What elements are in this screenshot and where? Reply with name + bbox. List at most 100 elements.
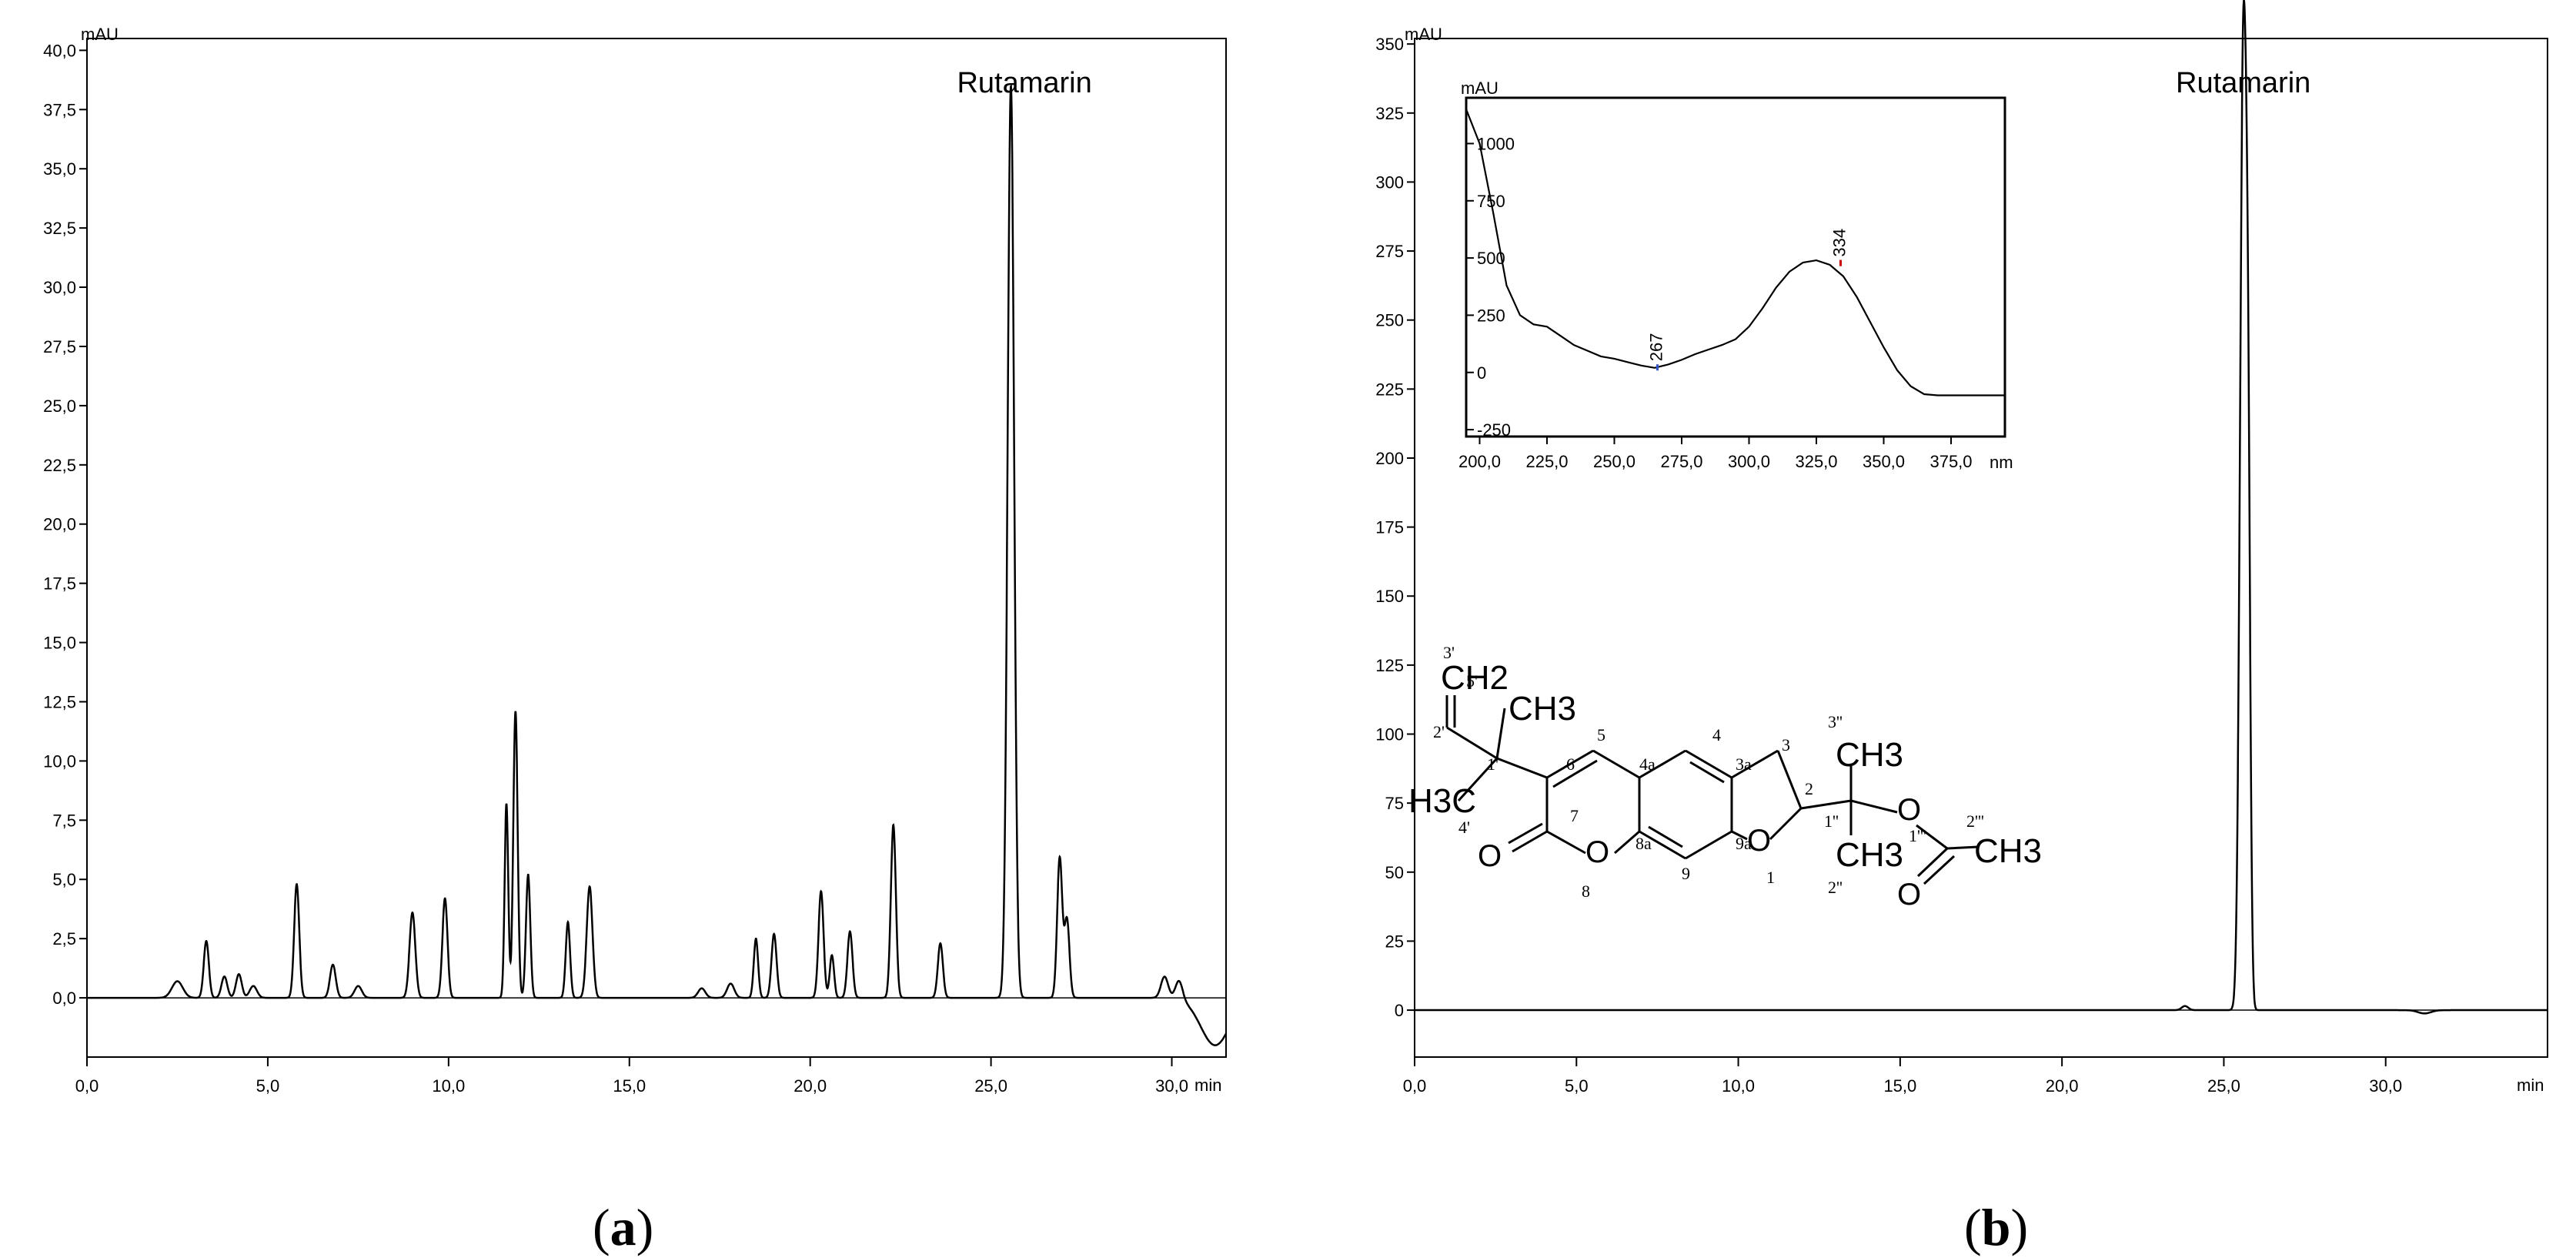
chart-b-y-tick-label: 100 <box>1375 725 1404 744</box>
chart-b-y-unit: mAU <box>1405 25 1442 44</box>
chart-a-y-tick-label: 40,0 <box>43 41 76 60</box>
chart-b-x-tick-label: 25,0 <box>2207 1076 2240 1096</box>
chart-a-y-tick-label: 22,5 <box>43 456 76 475</box>
chart-a: 0,0 2,5 5,0 7,5 10,0 12,5 15,0 17,5 20,0 22,5 25,0… <box>43 25 1228 1096</box>
chart-a-x-tick-label: 25,0 <box>974 1076 1007 1096</box>
inset-peak-label: 267 <box>1647 333 1666 361</box>
panel-label-a: (a) <box>593 1197 653 1258</box>
chart-a-y-tick-label: 2,5 <box>52 929 76 949</box>
structure-locant: 8 <box>1582 882 1590 901</box>
panel-label-b-letter: b <box>1981 1198 2011 1256</box>
chart-a-peak-annotation: Rutamarin <box>957 67 1091 99</box>
chart-b-x-tick-label: 20,0 <box>2046 1076 2079 1096</box>
inset-x-tick-label: 350,0 <box>1863 452 1905 471</box>
inset-y-unit: mAU <box>1461 79 1498 98</box>
chart-a-y-tick-label: 12,5 <box>43 692 76 711</box>
structure-atom: CH3 <box>1509 690 1576 728</box>
chart-b-x-tick-label: 0,0 <box>1403 1076 1427 1096</box>
structure-locant: 3a <box>1736 754 1752 774</box>
inset-y-tick-label: -250 <box>1477 420 1511 440</box>
structure-atom: O <box>1585 835 1609 869</box>
chart-a-y-tick-label: 27,5 <box>43 337 76 356</box>
chart-b-y-tick-label: 125 <box>1375 656 1404 675</box>
chart-a-y-unit: mAU <box>81 25 119 44</box>
structure-atom: CH3 <box>1836 836 1903 874</box>
chart-b-plot-frame <box>1414 38 2548 1058</box>
structure-locant: 2' <box>1433 722 1445 741</box>
inset-x-tick-label: 325,0 <box>1795 452 1837 471</box>
chart-b-y-tick-label: 275 <box>1375 242 1404 261</box>
chart-a-x-tick-label: 30,0 <box>1155 1076 1188 1096</box>
inset-x-tick-label: 225,0 <box>1525 452 1568 471</box>
structure-locant: 8a <box>1635 834 1652 853</box>
structure-atom: O <box>1478 839 1502 873</box>
chart-b-x-tick-label: 15,0 <box>1883 1076 1916 1096</box>
panel-label-b-close: ) <box>2010 1198 2029 1256</box>
inset-x-tick-label: 200,0 <box>1458 452 1501 471</box>
chart-a-y-tick-label: 5,0 <box>52 870 76 889</box>
structure-locant: 1''' <box>1909 826 1926 845</box>
structure-locant: 2''' <box>1966 811 1984 831</box>
panel-label-a-letter: a <box>610 1198 636 1256</box>
inset-peak-label: 334 <box>1830 229 1849 257</box>
inset-x-tick-label: 250,0 <box>1593 452 1635 471</box>
structure-locant: 3' <box>1443 643 1455 662</box>
chart-b-x-tick-label: 5,0 <box>1565 1076 1589 1096</box>
structure-locant: 4' <box>1458 818 1470 837</box>
chart-a-y-tick-label: 35,0 <box>43 159 76 179</box>
inset-y-tick-label: 250 <box>1477 306 1505 325</box>
structure-locant: 5' <box>1466 671 1478 691</box>
chart-a-y-tick-label: 25,0 <box>43 396 76 416</box>
structure-locant: 2'' <box>1828 878 1843 897</box>
chart-a-y-tick-label: 37,5 <box>43 100 76 119</box>
structure-locant: 3'' <box>1828 712 1843 731</box>
chart-b-y-tick-label: 0 <box>1395 1001 1404 1020</box>
chart-b-y-tick-label: 225 <box>1375 380 1404 399</box>
chart-b-x-tick-label: 10,0 <box>1722 1076 1755 1096</box>
rutamarin-structure <box>1445 695 1979 885</box>
chart-b-y-tick-label: 350 <box>1375 35 1404 54</box>
chart-b-y-tick-label: 175 <box>1375 518 1404 537</box>
chart-a-x-tick-label: 15,0 <box>613 1076 646 1096</box>
chart-a-y-tick-label: 7,5 <box>52 811 76 830</box>
inset-x-tick-label: 300,0 <box>1728 452 1770 471</box>
structure-locant: 1' <box>1487 754 1498 774</box>
inset-spectrum-trace <box>1465 109 2005 396</box>
chart-b-y-tick-label: 150 <box>1375 587 1404 606</box>
chart-a-plot-frame <box>86 38 1227 1058</box>
structure-atom: CH3 <box>1836 736 1903 774</box>
chart-a-x-tick-label: 5,0 <box>256 1076 280 1096</box>
chart-a-x-tick-label: 10,0 <box>432 1076 465 1096</box>
structure-atom: CH2 <box>1441 659 1509 697</box>
structure-atom: O <box>1897 878 1921 912</box>
structure-locant: 1 <box>1766 868 1775 887</box>
chart-b-x-unit: min <box>2517 1076 2544 1095</box>
structure-locant: 5 <box>1597 725 1605 744</box>
structure-locant: 1'' <box>1824 811 1839 831</box>
structure-atom: CH3 <box>1974 832 2042 870</box>
inset-x-unit: nm <box>1990 453 2013 472</box>
structure-atom: O <box>1747 824 1771 858</box>
chart-a-y-tick-label: 30,0 <box>43 278 76 297</box>
chart-b-y-tick-label: 25 <box>1385 932 1404 951</box>
chart-b-y-tick-label: 325 <box>1375 104 1404 123</box>
chart-a-axes: 0,0 2,5 5,0 7,5 10,0 12,5 15,0 17,5 20,0 22,5 25,0… <box>43 41 1226 1096</box>
chart-a-y-tick-label: 20,0 <box>43 515 76 534</box>
chart-a-y-tick-label: 32,5 <box>43 219 76 238</box>
chart-a-x-tick-label: 0,0 <box>75 1076 99 1096</box>
chart-a-y-tick-label: 10,0 <box>43 751 76 771</box>
inset-y-tick-label: 1000 <box>1477 134 1515 153</box>
inset-y-tick-label: 0 <box>1477 363 1486 383</box>
chart-b-peak-annotation: Rutamarin <box>2176 67 2310 99</box>
panel-label-a-open: ( <box>593 1198 610 1256</box>
structure-locant: 4a <box>1639 754 1656 774</box>
structure-locant: 9 <box>1682 864 1690 883</box>
panel-label-b-open: ( <box>1964 1198 1982 1256</box>
chart-a-y-tick-label: 0,0 <box>52 989 76 1008</box>
structure-locant: 3 <box>1782 735 1790 754</box>
structure-locant: 6 <box>1566 754 1575 774</box>
inset-plot-frame <box>1465 96 2006 438</box>
